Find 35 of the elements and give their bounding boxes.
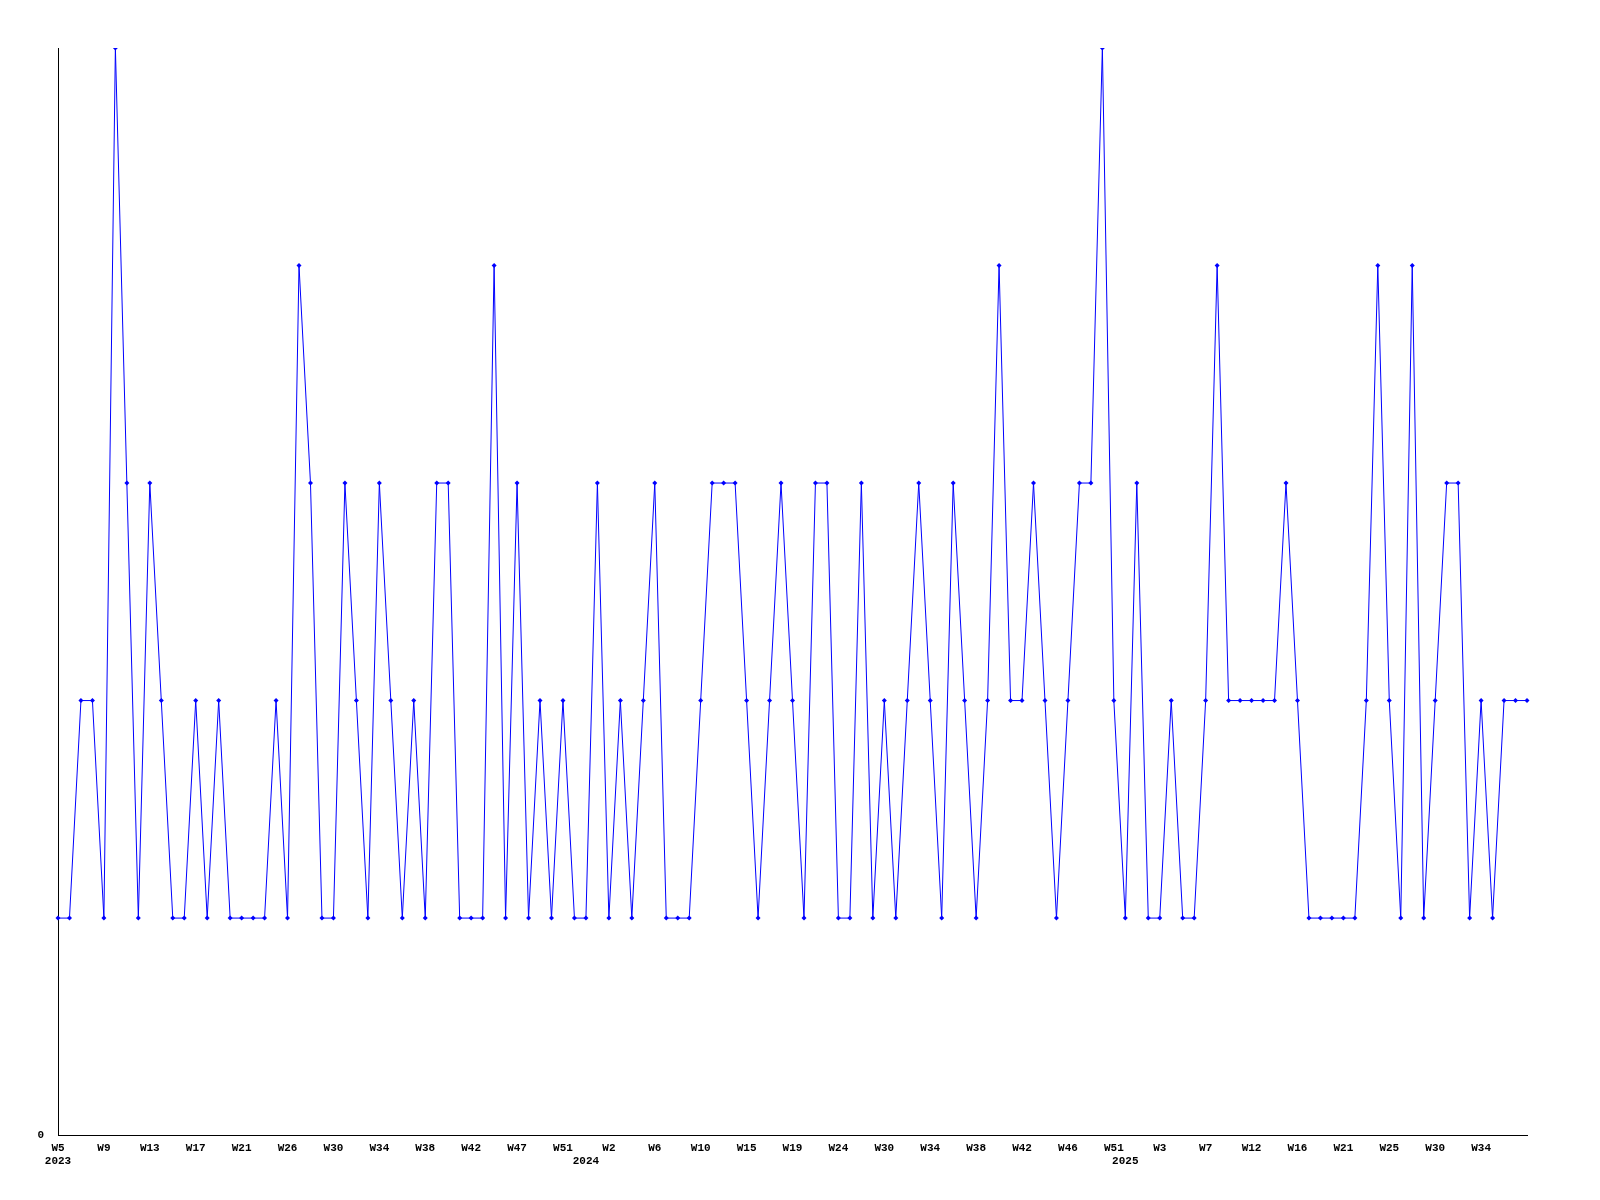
x-tick-label: W25 [1379,1141,1400,1154]
x-tick-label: W7 [1199,1141,1213,1154]
x-tick-label: 2025 [1112,1155,1139,1168]
x-tick-label: W30 [874,1141,895,1154]
text: 0 [37,1129,44,1142]
x-tick-label: W2 [602,1141,616,1154]
x-tick-label: W30 [1425,1141,1446,1154]
x-tick-label: W5 2023 [44,1141,72,1168]
x-tick-label: W13 [139,1141,161,1154]
x-tick-label: W17 [185,1141,206,1154]
x-tick-label: W34 [369,1141,390,1154]
x-tick-label: W26 [277,1141,298,1154]
x-tick-label: W9 [97,1141,111,1154]
x-tick-label: W34 [920,1141,941,1154]
x-tick-label: W51 [1103,1141,1125,1154]
x-tick-label: W30 [323,1141,344,1154]
x-tick-label: W38 [966,1141,987,1154]
x-tick-label: W38 [415,1141,436,1154]
x-tick-label: W3 [1153,1141,1167,1154]
x-tick-label: W42 [1012,1141,1032,1154]
x-tick-label: W21 [231,1141,252,1154]
x-tick-label: W34 [1471,1141,1492,1154]
x-tick-label: W21 [1333,1141,1354,1154]
x-tick-label: W24 [828,1141,849,1154]
x-tick-label: W46 [1058,1141,1078,1154]
x-tick-label: W10 [690,1141,711,1154]
x-tick-label: W47 [507,1141,527,1154]
x-tick-label: W51 [553,1141,574,1154]
x-tick-label: W6 [648,1141,662,1154]
x-tick-label: W42 [461,1141,482,1154]
x-tick-label: W16 [1287,1141,1308,1154]
x-tick-label: W19 [782,1141,803,1154]
x-tick-label: W15 [736,1141,757,1154]
x-tick-label: 2024 [572,1155,600,1168]
x-tick-label: W12 [1241,1141,1262,1154]
